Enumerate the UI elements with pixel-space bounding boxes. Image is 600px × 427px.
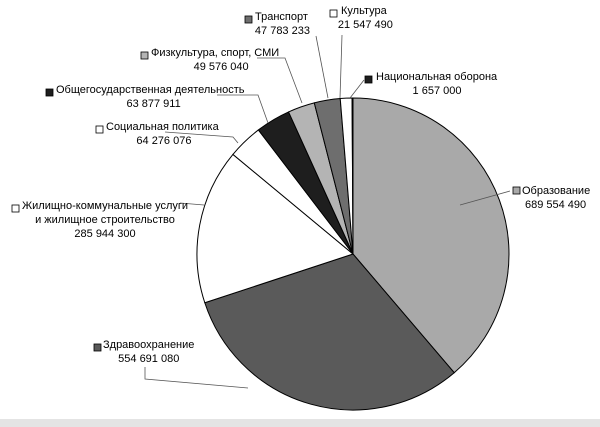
slice-name-label: Здравоохранение	[103, 339, 194, 351]
slice-name-label: Образование	[522, 185, 590, 197]
legend-swatch	[512, 186, 521, 195]
slice-value-label: 63 877 911	[126, 98, 180, 110]
leader-line	[315, 35, 329, 99]
slice-value-label: 47 783 233	[255, 25, 310, 37]
slice-value-label: 49 576 040	[194, 61, 249, 73]
slice-name-label: Социальная политика	[106, 121, 220, 133]
slice-name-label: Национальная оборона	[376, 71, 498, 83]
leader-line	[459, 190, 511, 206]
pie-slice	[352, 97, 510, 374]
leader-line	[144, 367, 249, 389]
slice-name-label: Общегосударственная деятельность	[56, 84, 245, 96]
slice-name-label: Физкультура, спорт, СМИ	[151, 47, 279, 59]
legend-swatch	[364, 75, 373, 84]
slice-value-label: 554 691 080	[118, 353, 179, 365]
slice-value-label: 689 554 490	[525, 199, 586, 211]
legend-swatch	[329, 9, 338, 18]
leader-line	[164, 131, 239, 144]
slice-name-label: Жилищно-коммунальные услуги	[22, 200, 188, 212]
slice-value-label: 1 657 000	[413, 85, 462, 97]
slice-value-label: 21 547 490	[338, 19, 393, 31]
pie-slices	[196, 97, 510, 411]
bottom-strip	[0, 419, 600, 427]
leader-line	[349, 79, 365, 99]
leader-lines	[144, 34, 511, 389]
slice-name-label: Культура	[341, 5, 388, 17]
legend-swatch	[93, 343, 102, 352]
pie-slice	[196, 153, 355, 304]
slice-labels: Образование 689 554 490 Здравоохранение 554…	[11, 5, 590, 365]
legend-swatch	[140, 51, 149, 60]
leader-line	[257, 57, 303, 104]
slice-value-label: 285 944 300	[74, 228, 135, 240]
leader-line	[217, 94, 269, 124]
pie-slice	[351, 97, 354, 255]
legend-swatch	[45, 88, 54, 97]
leader-line	[179, 202, 205, 206]
slice-value-label: 64 276 076	[136, 135, 191, 147]
slice-name-label: и жилищное строительство	[35, 214, 175, 226]
legend-swatch	[95, 125, 104, 134]
pie-slice	[204, 253, 455, 411]
leader-line	[339, 34, 343, 99]
legend-swatch	[244, 15, 253, 24]
legend-swatch	[11, 204, 20, 213]
slice-name-label: Транспорт	[255, 11, 308, 23]
